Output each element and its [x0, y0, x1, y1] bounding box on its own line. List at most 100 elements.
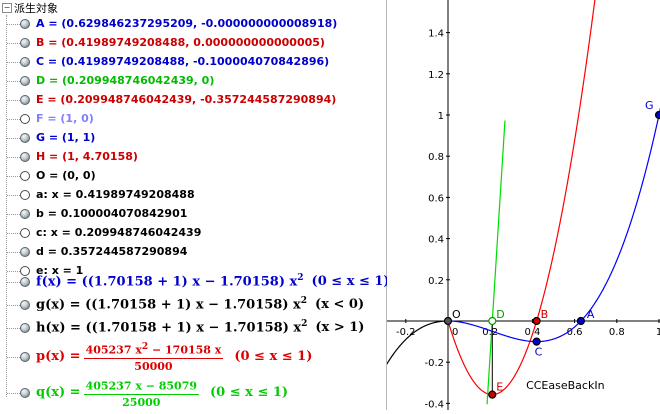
y-tick-label: 1.2	[428, 70, 444, 81]
object-definition: b = 0.100004070842901	[36, 207, 187, 220]
visibility-on-icon[interactable]	[20, 19, 30, 29]
x-tick-label: -0.2	[396, 327, 416, 338]
point-o[interactable]	[445, 318, 452, 325]
visibility-on-icon[interactable]	[20, 300, 30, 310]
visibility-on-icon[interactable]	[20, 352, 30, 362]
tree-connector	[7, 357, 20, 358]
function-exponent: 2	[297, 273, 303, 283]
object-row-d[interactable]: d = 0.357244587290894	[0, 243, 386, 260]
object-row-F[interactable]: F = (1, 0)	[0, 110, 386, 127]
visibility-on-icon[interactable]	[20, 209, 30, 219]
point-a[interactable]	[577, 318, 584, 325]
function-p-curve[interactable]	[448, 0, 659, 395]
object-row-O[interactable]: O = (0, 0)	[0, 167, 386, 184]
graph-caption: CCEaseBackIn	[526, 379, 605, 392]
algebra-view: − 派生対象 A = (0.629846237295209, -0.000000…	[0, 0, 387, 410]
visibility-off-icon[interactable]	[20, 190, 30, 200]
x-tick-label: 0.6	[567, 327, 583, 338]
tree-connector	[7, 393, 20, 394]
y-tick-label: 0.4	[428, 235, 444, 246]
point-g[interactable]	[656, 112, 660, 119]
y-tick-label: -0.4	[424, 399, 444, 410]
function-lhs: p(x) =	[36, 349, 81, 364]
visibility-on-icon[interactable]	[20, 388, 30, 398]
function-f-curve[interactable]	[448, 115, 659, 342]
visibility-on-icon[interactable]	[20, 277, 30, 287]
function-row-f[interactable]: f(x) = ((1.70158 + 1) x − 1.70158) x2(0 …	[0, 271, 386, 292]
point-label: O	[452, 308, 461, 321]
object-definition: d = 0.357244587290894	[36, 245, 187, 258]
object-row-E[interactable]: E = (0.209948746042439, -0.3572445872908…	[0, 91, 386, 108]
object-definition: C = (0.41989749208488, -0.10000407084289…	[36, 55, 329, 68]
visibility-off-icon[interactable]	[20, 114, 30, 124]
tree-connector	[7, 24, 20, 25]
visibility-off-icon[interactable]	[20, 228, 30, 238]
point-label: E	[496, 381, 503, 394]
tree-connector	[7, 119, 20, 120]
tree-root-label: 派生対象	[14, 0, 58, 16]
object-row-b[interactable]: b = 0.100004070842901	[0, 205, 386, 222]
object-definition: G = (1, 1)	[36, 131, 95, 144]
tree-root[interactable]: − 派生対象	[2, 1, 58, 15]
function-condition: (0 ≤ x ≤ 1)	[312, 274, 390, 289]
visibility-on-icon[interactable]	[20, 323, 30, 333]
object-row-A[interactable]: A = (0.629846237295209, -0.0000000000089…	[0, 15, 386, 32]
object-row-a[interactable]: a: x = 0.41989749208488	[0, 186, 386, 203]
function-q-curve[interactable]	[487, 120, 505, 404]
point-label: D	[496, 308, 504, 321]
y-tick-label: 0.2	[428, 276, 444, 287]
object-definition: H = (1, 4.70158)	[36, 150, 138, 163]
object-definition: E = (0.209948746042439, -0.3572445872908…	[36, 93, 336, 106]
y-tick-label: 1	[438, 111, 444, 122]
visibility-on-icon[interactable]	[20, 76, 30, 86]
function-definition: g(x) = ((1.70158 + 1) x − 1.70158) x2(x …	[36, 296, 364, 312]
object-row-D[interactable]: D = (0.209948746042439, 0)	[0, 72, 386, 89]
function-row-h[interactable]: h(x) = ((1.70158 + 1) x − 1.70158) x2(x …	[0, 317, 386, 338]
visibility-on-icon[interactable]	[20, 38, 30, 48]
tree-connector	[7, 195, 20, 196]
point-d[interactable]	[489, 318, 496, 325]
object-row-c[interactable]: c: x = 0.209948746042439	[0, 224, 386, 241]
point-c[interactable]	[533, 338, 540, 345]
y-tick-label: 1.4	[428, 29, 444, 40]
object-row-G[interactable]: G = (1, 1)	[0, 129, 386, 146]
point-e[interactable]	[489, 391, 496, 398]
tree-connector	[7, 328, 20, 329]
function-exponent: 2	[301, 319, 307, 329]
object-row-C[interactable]: C = (0.41989749208488, -0.10000407084289…	[0, 53, 386, 70]
visibility-off-icon[interactable]	[20, 171, 30, 181]
visibility-on-icon[interactable]	[20, 152, 30, 162]
x-tick-label: 0.8	[609, 327, 625, 338]
object-definition: O = (0, 0)	[36, 169, 96, 182]
y-tick-label: -0.2	[424, 358, 444, 369]
function-row-g[interactable]: g(x) = ((1.70158 + 1) x − 1.70158) x2(x …	[0, 294, 386, 315]
object-row-H[interactable]: H = (1, 4.70158)	[0, 148, 386, 165]
tree-connector	[7, 252, 20, 253]
tree-connector	[7, 81, 20, 82]
function-lhs: q(x) =	[36, 385, 81, 400]
function-condition: (0 ≤ x ≤ 1)	[210, 385, 288, 400]
fraction-numerator: 405237 x − 85079	[84, 377, 199, 395]
fraction-denominator: 25000	[122, 395, 160, 409]
collapse-toggle-icon[interactable]: −	[2, 3, 12, 13]
function-expression: h(x) = ((1.70158 + 1) x − 1.70158) x	[36, 320, 301, 335]
point-label: G	[645, 99, 654, 112]
fraction-numerator: 405237 x2 − 170158 x	[84, 341, 224, 359]
tree-connector	[7, 282, 20, 283]
visibility-on-icon[interactable]	[20, 133, 30, 143]
point-label: B	[541, 308, 549, 321]
y-tick-label: 0.8	[428, 152, 444, 163]
tree-connector	[7, 138, 20, 139]
point-b[interactable]	[533, 318, 540, 325]
function-expression: f(x) = ((1.70158 + 1) x − 1.70158) x	[36, 274, 297, 289]
numerator-part: − 170158 x	[148, 344, 221, 357]
visibility-on-icon[interactable]	[20, 95, 30, 105]
visibility-on-icon[interactable]	[20, 57, 30, 67]
visibility-on-icon[interactable]	[20, 247, 30, 257]
object-definition: a: x = 0.41989749208488	[36, 188, 195, 201]
object-row-B[interactable]: B = (0.41989749208488, 0.000000000000005…	[0, 34, 386, 51]
